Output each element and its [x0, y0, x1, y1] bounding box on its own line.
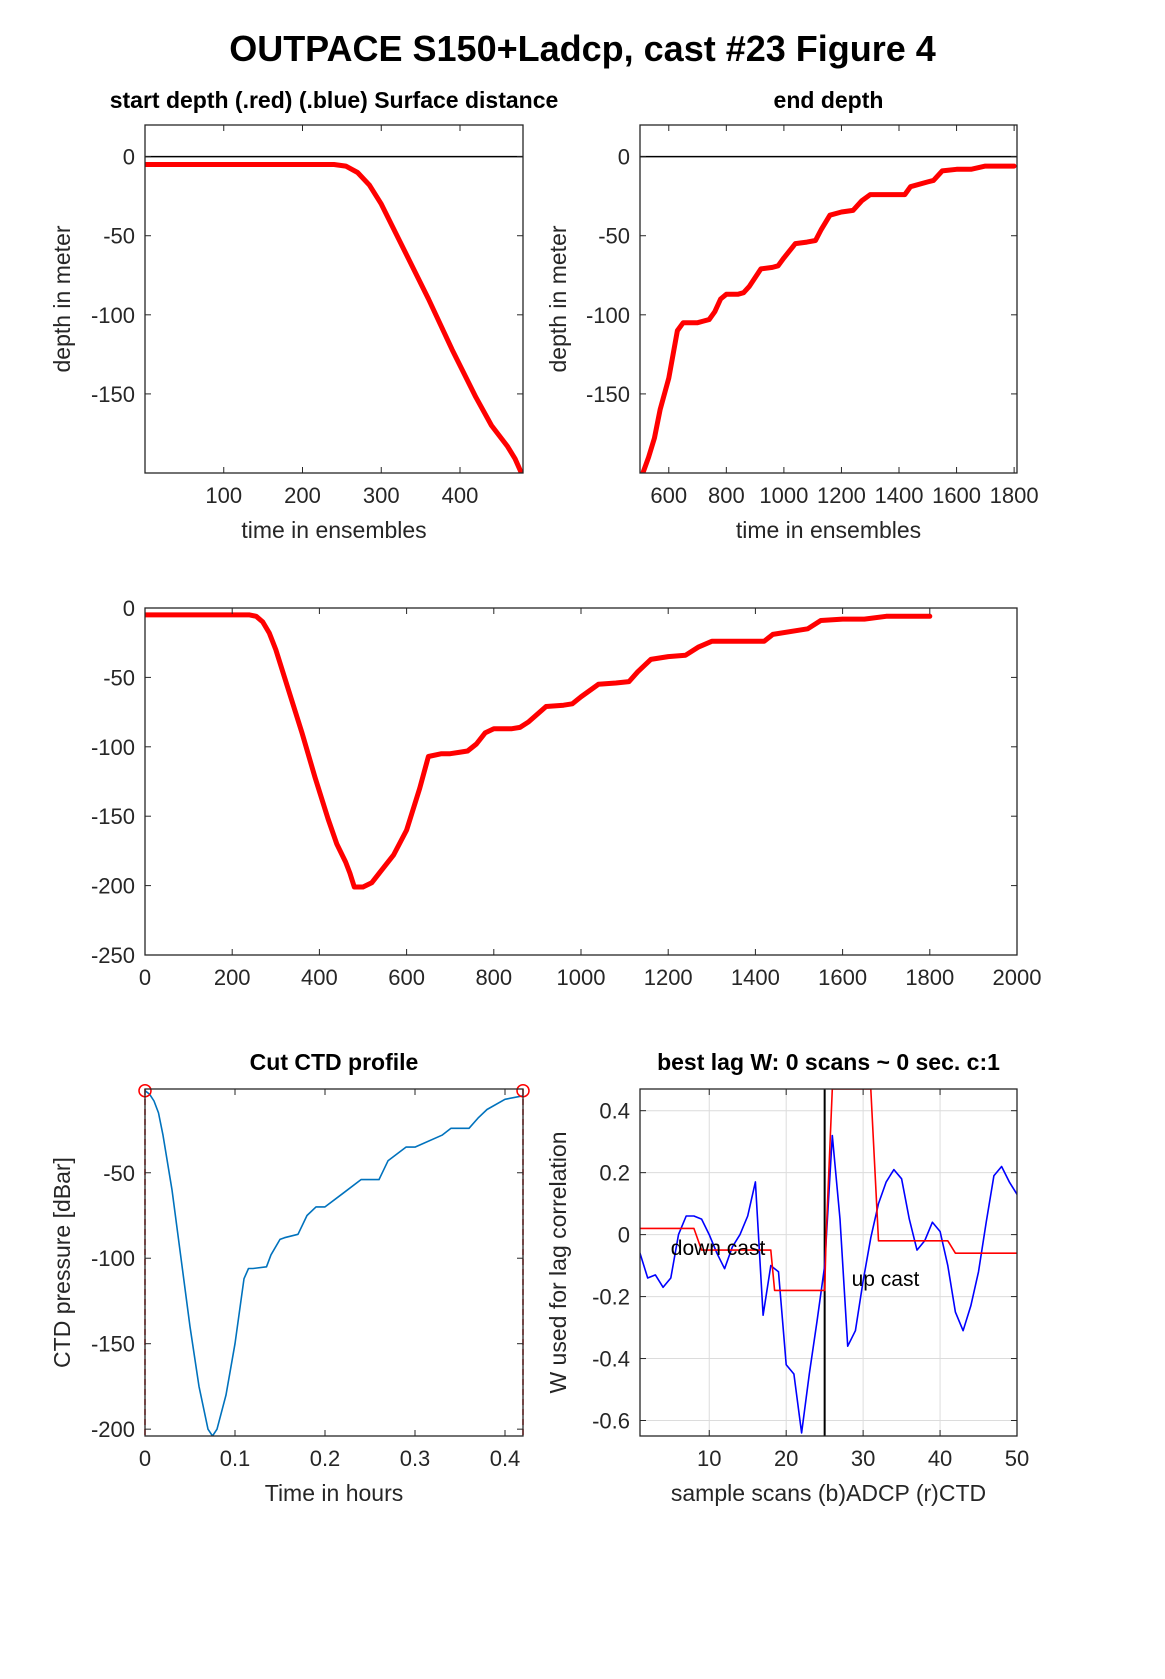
plot-frame	[639, 1088, 1018, 1437]
plot-frame	[144, 124, 524, 474]
plot-frame	[144, 1088, 524, 1437]
y-tick-label: -50	[598, 224, 630, 249]
figure-title: OUTPACE S150+Ladcp, cast #23 Figure 4	[229, 28, 936, 69]
x-tick-label: 1800	[905, 965, 954, 990]
x-tick-label: 0	[139, 1446, 151, 1471]
y-tick-label: -150	[91, 804, 135, 829]
plot-frame	[639, 124, 1018, 474]
y-tick-label: 0.2	[599, 1161, 630, 1186]
x-tick-label: 1200	[644, 965, 693, 990]
annotation-label: down cast	[671, 1237, 766, 1260]
x-tick-label: 1600	[818, 965, 867, 990]
y-tick-label: -150	[91, 1332, 135, 1357]
x-tick-label: 200	[284, 483, 321, 508]
series-line-0	[640, 163, 1017, 473]
x-tick-label: 0.3	[400, 1446, 431, 1471]
y-tick-label: -0.2	[592, 1285, 630, 1310]
x-tick-label: 1000	[759, 483, 808, 508]
x-tick-label: 300	[363, 483, 400, 508]
x-tick-label: 20	[774, 1446, 798, 1471]
x-tick-label: 1400	[731, 965, 780, 990]
y-axis-label: depth in meter	[49, 225, 75, 372]
y-tick-label: -150	[91, 382, 135, 407]
plot-area	[145, 1089, 523, 1436]
x-tick-label: 800	[475, 965, 512, 990]
x-tick-label: 600	[650, 483, 687, 508]
y-tick-label: -100	[91, 735, 135, 760]
y-tick-label: 0	[123, 596, 135, 621]
chart-title: best lag W: 0 scans ~ 0 sec. c:1	[657, 1049, 1000, 1075]
x-tick-label: 0.1	[220, 1446, 251, 1471]
x-tick-label: 1600	[932, 483, 981, 508]
y-tick-label: -100	[586, 303, 630, 328]
x-tick-label: 100	[205, 483, 242, 508]
y-tick-label: 0	[123, 145, 135, 170]
chart-title: Cut CTD profile	[250, 1049, 419, 1075]
y-tick-label: -0.6	[592, 1409, 630, 1434]
series-line-0	[145, 612, 933, 890]
plot-area	[640, 1089, 1017, 1436]
series-line-0	[145, 162, 523, 473]
y-axis-label: W used for lag correlation	[545, 1131, 571, 1393]
y-tick-label: -100	[91, 1246, 135, 1271]
y-tick-label: 0	[618, 1223, 630, 1248]
chart-title: end depth	[774, 87, 884, 113]
x-axis-label: time in ensembles	[241, 517, 426, 543]
x-tick-label: 40	[928, 1446, 952, 1471]
x-tick-label: 200	[214, 965, 251, 990]
y-tick-label: -50	[103, 1161, 135, 1186]
y-tick-label: -200	[91, 874, 135, 899]
x-axis-label: Time in hours	[265, 1480, 403, 1506]
plot-area	[640, 125, 1017, 473]
plot-area	[145, 608, 1017, 955]
series-line-ctd	[640, 1089, 1017, 1292]
x-tick-label: 0.4	[490, 1446, 521, 1471]
x-tick-label: 10	[697, 1446, 721, 1471]
x-tick-label: 50	[1005, 1446, 1029, 1471]
plot-data-group	[145, 1089, 523, 1436]
x-tick-label: 2000	[993, 965, 1042, 990]
x-tick-label: 0	[139, 965, 151, 990]
x-axis-label: sample scans (b)ADCP (r)CTD	[671, 1480, 986, 1506]
y-axis-label: CTD pressure [dBar]	[49, 1157, 75, 1368]
y-tick-label: -200	[91, 1417, 135, 1442]
y-tick-label: -150	[586, 382, 630, 407]
annotation-label: up cast	[852, 1268, 920, 1291]
x-tick-label: 1800	[990, 483, 1039, 508]
chart-title: start depth (.red) (.blue) Surface dista…	[110, 87, 559, 113]
y-axis-label: depth in meter	[545, 225, 571, 372]
plot-data-group	[145, 612, 933, 890]
x-tick-label: 400	[301, 965, 338, 990]
x-tick-label: 1000	[557, 965, 606, 990]
y-tick-label: -50	[103, 665, 135, 690]
y-tick-label: -250	[91, 943, 135, 968]
x-tick-label: 600	[388, 965, 425, 990]
x-tick-label: 1400	[875, 483, 924, 508]
plot-data-group	[640, 1089, 1017, 1436]
x-tick-label: 30	[851, 1446, 875, 1471]
x-tick-label: 1200	[817, 483, 866, 508]
x-tick-label: 400	[442, 483, 479, 508]
y-tick-label: -0.4	[592, 1347, 630, 1372]
plot-data-group	[145, 155, 523, 473]
y-tick-label: 0	[618, 145, 630, 170]
x-axis-label: time in ensembles	[736, 517, 921, 543]
x-tick-label: 800	[708, 483, 745, 508]
series-line-0	[145, 1089, 523, 1436]
series-line-adcp	[640, 1134, 1017, 1434]
y-tick-label: -100	[91, 303, 135, 328]
x-tick-label: 0.2	[310, 1446, 341, 1471]
plot-data-group	[640, 155, 1017, 473]
y-tick-label: 0.4	[599, 1099, 630, 1124]
plot-area	[145, 125, 523, 473]
y-tick-label: -50	[103, 224, 135, 249]
